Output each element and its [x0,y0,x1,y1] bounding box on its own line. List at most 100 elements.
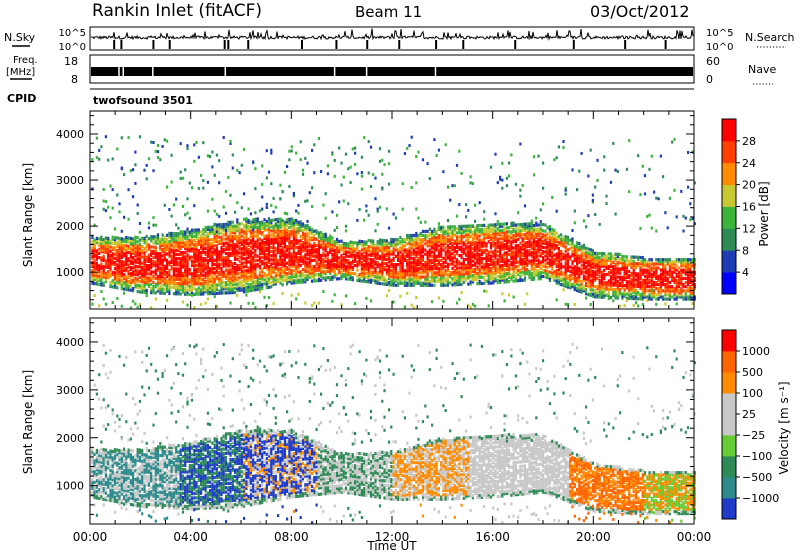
data-cell [181,261,185,265]
data-cell [190,274,194,278]
data-cell [234,266,237,270]
data-cell [220,262,223,266]
data-cell [159,274,162,279]
data-cell [211,258,214,262]
data-cell [132,278,135,282]
data-cell [301,247,305,251]
nave-label: Nave [748,63,776,76]
data-cell [539,270,542,275]
data-cell [415,240,418,244]
data-cell [172,258,175,263]
data-cell [496,258,499,262]
data-cell [249,284,252,288]
data-cell [372,173,375,177]
data-cell [338,256,341,260]
data-cell [206,209,209,213]
data-cell [107,238,110,243]
data-cell [170,285,173,289]
data-cell [374,279,377,283]
data-cell [197,261,200,265]
data-cell [125,252,128,256]
data-cell [252,238,255,242]
data-cell [299,222,302,226]
data-cell [218,223,221,227]
data-cell [342,243,345,247]
data-cell [134,268,137,272]
data-cell [297,222,300,226]
data-cell [154,251,157,256]
data-cell [222,264,225,268]
data-cell [143,272,146,276]
data-cell [238,282,241,286]
data-cell [247,279,250,283]
data-cell [184,242,187,247]
data-cell [295,241,298,245]
data-cell [412,281,416,285]
data-cell [116,275,119,279]
data-cell [154,285,157,289]
data-cell [206,180,209,184]
data-cell [249,278,252,282]
data-cell [211,275,214,279]
data-cell [156,144,160,147]
data-cell [471,302,474,306]
data-cell [333,273,336,277]
data-cell [324,253,327,257]
data-cell [123,283,126,287]
data-cell [397,248,400,252]
data-cell [245,293,248,297]
data-cell [292,260,295,264]
data-cell [338,200,341,204]
data-cell [209,285,212,289]
data-cell [279,267,282,271]
data-cell [306,244,309,248]
data-cell [510,267,513,271]
data-cell [283,278,286,282]
data-cell [510,236,513,240]
data-cell [261,239,264,243]
data-cell [442,170,445,174]
data-cell [170,236,173,240]
data-cell [374,266,377,270]
data-cell [102,207,105,211]
data-cell [421,229,425,233]
data-cell [249,228,252,233]
data-cell [363,242,366,246]
freq-panel: Freq. [MHz] 18 8 60 0 Nave [6,54,776,86]
data-cell [419,240,422,244]
data-cell [238,171,241,175]
data-cell [172,285,175,290]
data-cell [186,278,189,282]
data-cell [238,272,241,276]
data-cell [313,301,316,305]
data-cell [440,279,443,283]
data-cell [356,264,359,268]
data-cell [120,255,123,260]
data-cell [519,188,522,192]
data-cell [93,261,96,265]
nave-tick-top: 60 [706,55,720,68]
data-cell [263,251,266,255]
data-cell [374,248,377,252]
data-cell [159,289,162,293]
data-cell [247,283,250,287]
data-cell [301,241,305,245]
data-cell [209,256,212,260]
data-cell [123,254,126,258]
data-cell [211,238,214,242]
data-cell [143,236,146,240]
data-cell [365,257,368,261]
data-cell [424,277,427,281]
data-cell [190,255,194,259]
data-cell [537,154,540,158]
data-cell [462,274,465,278]
data-cell [215,264,218,268]
data-cell [279,260,282,264]
data-cell [215,275,218,279]
data-cell [224,227,228,231]
data-cell [184,280,187,284]
data-cell [100,243,103,248]
data-cell [288,184,291,188]
data-cell [229,253,232,257]
data-cell [344,294,348,298]
